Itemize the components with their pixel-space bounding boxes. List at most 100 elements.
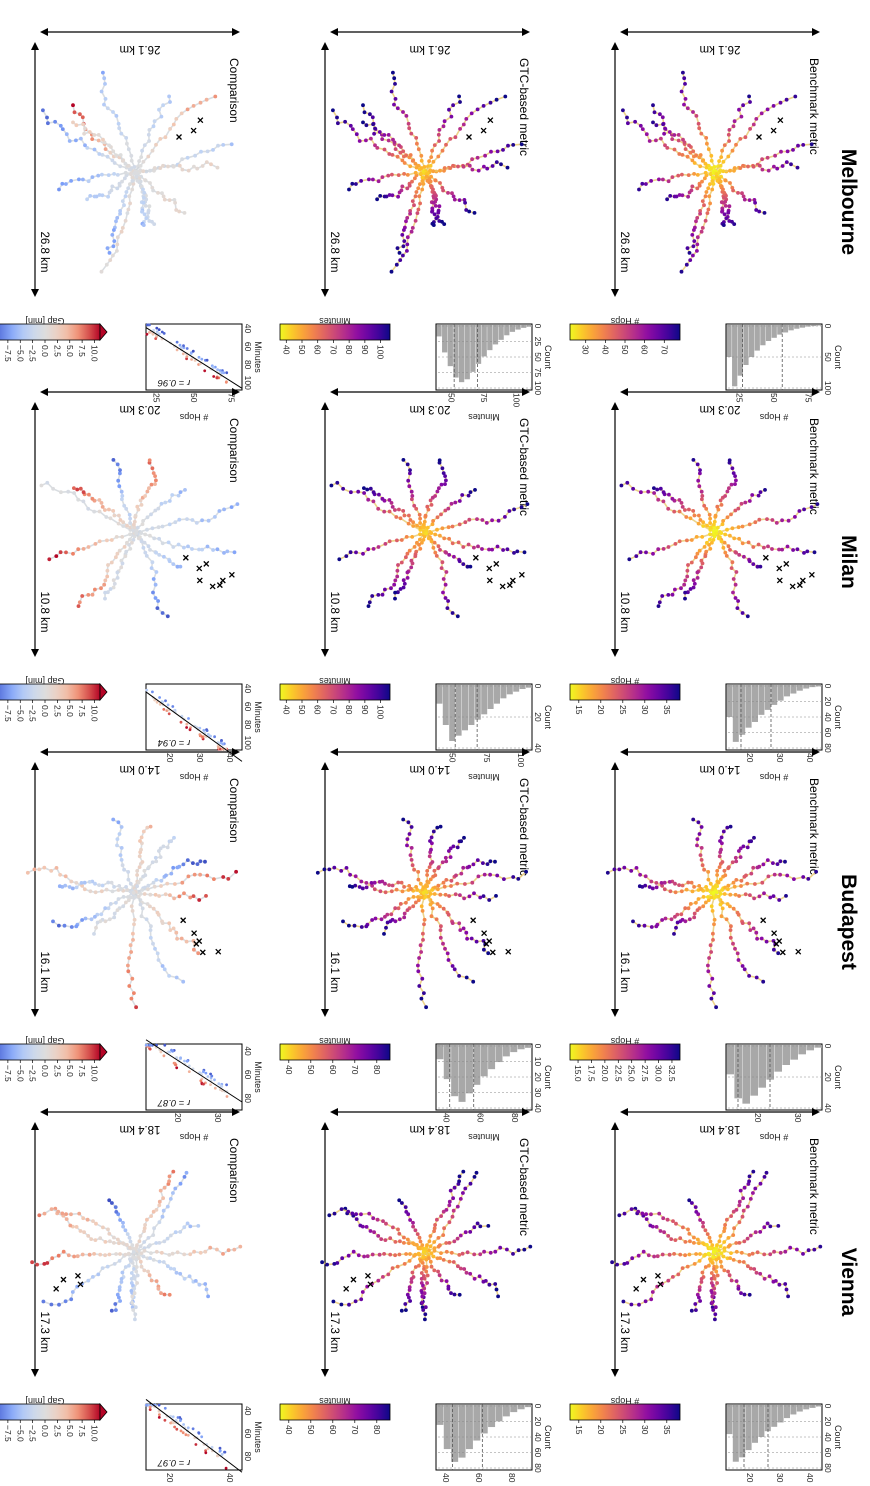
stop-point	[105, 154, 110, 159]
stop-point	[327, 1213, 332, 1218]
stop-point	[470, 880, 475, 885]
stop-point	[682, 76, 687, 81]
stop-point	[167, 1253, 172, 1257]
hist-ytick: 0	[533, 324, 543, 329]
stop-point	[711, 182, 716, 186]
stop-point	[434, 917, 439, 922]
stop-point	[672, 932, 676, 936]
route-line	[423, 1250, 499, 1297]
stop-point	[735, 951, 740, 956]
stop-point	[404, 249, 409, 253]
stop-point	[123, 1228, 128, 1233]
stop-point	[733, 946, 737, 951]
hist-bar	[488, 1045, 496, 1070]
stop-point	[102, 582, 107, 587]
route-line	[112, 818, 137, 892]
stop-point	[752, 896, 756, 901]
stop-point	[185, 858, 190, 862]
missing-stop-marker	[509, 577, 516, 584]
stop-point	[747, 1253, 752, 1257]
scatter-point	[188, 728, 192, 732]
stop-point	[403, 1205, 408, 1209]
stop-point	[448, 137, 453, 141]
colorbar-tick-label: 17.5	[586, 1065, 596, 1082]
stop-point	[145, 1217, 149, 1222]
stop-point	[142, 868, 147, 873]
colorbar: 10.07.55.02.50.0−2.5−5.0−7.5−10.0Gap [mi…	[0, 1036, 108, 1087]
stop-point	[695, 576, 700, 580]
stop-point	[165, 881, 170, 886]
stop-point	[700, 1270, 705, 1275]
stop-point	[512, 507, 516, 512]
stop-point	[83, 916, 88, 921]
stop-point	[648, 1223, 653, 1228]
stop-point	[446, 525, 451, 530]
stop-point	[436, 154, 441, 159]
stop-point	[452, 967, 457, 972]
stop-point	[672, 194, 677, 199]
stop-point	[347, 923, 351, 928]
stop-point	[759, 111, 764, 116]
stop-point	[399, 1201, 404, 1205]
stop-point	[111, 244, 116, 249]
stop-point	[436, 544, 441, 549]
stop-point	[443, 482, 447, 487]
stop-point	[441, 1233, 446, 1237]
width-label: 17.3 km	[328, 1312, 340, 1353]
stop-point	[160, 964, 165, 968]
stop-point	[431, 200, 436, 205]
panel-title: Benchmark metric	[807, 778, 821, 875]
stop-point	[785, 149, 790, 154]
stop-point	[114, 114, 119, 118]
stop-point	[59, 490, 63, 495]
stop-point	[385, 920, 390, 925]
stop-point	[361, 551, 365, 556]
stop-point	[438, 928, 443, 932]
stop-point	[134, 1269, 139, 1274]
hist-bar	[774, 1045, 782, 1072]
stop-point	[640, 1211, 645, 1216]
stop-point	[677, 509, 682, 514]
hist-bar	[506, 685, 513, 695]
stop-point	[171, 562, 176, 566]
stop-point	[382, 1252, 386, 1256]
hist-bar	[758, 1405, 765, 1437]
stop-point	[512, 551, 516, 555]
stop-point	[690, 158, 695, 163]
stop-point	[694, 153, 698, 158]
stop-point	[424, 174, 429, 179]
stop-point	[430, 148, 434, 153]
stop-point	[139, 1264, 144, 1269]
stop-point	[439, 1278, 444, 1283]
stop-point	[186, 168, 191, 173]
stop-point	[776, 1224, 781, 1228]
stop-point	[393, 1240, 398, 1244]
stop-point	[670, 1275, 675, 1279]
stop-point	[738, 1188, 743, 1193]
stop-point	[395, 574, 400, 579]
stop-point	[758, 1181, 763, 1186]
stop-point	[173, 520, 178, 525]
stop-point	[436, 1269, 440, 1274]
stop-point	[149, 512, 153, 517]
stop-point	[740, 191, 744, 196]
stop-point	[395, 154, 400, 159]
hist-bar	[782, 1045, 790, 1065]
stop-point	[408, 211, 412, 216]
stop-point	[704, 190, 709, 194]
scatter-point	[151, 332, 155, 336]
stop-point	[677, 539, 682, 544]
stop-point	[622, 1211, 627, 1216]
stop-point	[135, 1281, 139, 1285]
stop-point	[657, 600, 662, 605]
stop-point	[679, 172, 684, 177]
stop-point	[743, 135, 748, 140]
stop-point	[354, 1212, 358, 1216]
stop-point	[703, 554, 708, 559]
missing-stop-marker	[228, 571, 235, 578]
stop-point	[730, 560, 735, 565]
stop-point	[751, 562, 756, 566]
stop-point	[605, 870, 610, 875]
stop-point	[200, 164, 205, 168]
stop-point	[112, 172, 116, 176]
